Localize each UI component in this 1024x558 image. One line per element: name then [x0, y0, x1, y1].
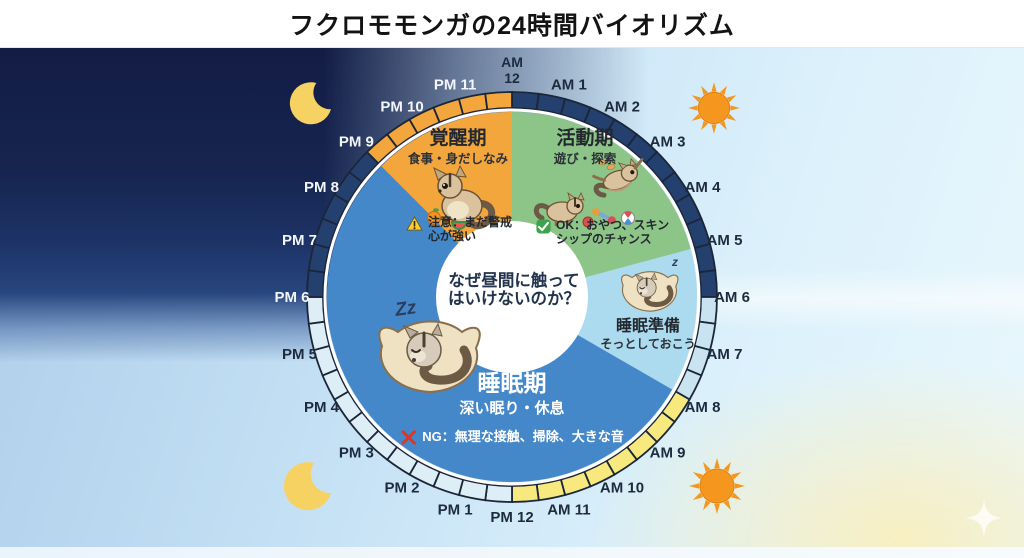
zzz-large: Zz [393, 297, 418, 321]
segment-sleep-label-block: 睡眠期 深い眠り・休息 [459, 370, 564, 418]
rattle-toy-icon [592, 207, 616, 225]
ring-cell [306, 269, 326, 298]
segment-active-subtitle: 遊び・探索 [553, 151, 617, 166]
hour-label-am-12: 12 [504, 70, 520, 86]
hour-label-am-7: AM 7 [707, 346, 743, 363]
check-icon [536, 219, 551, 234]
glider-curled-small-illustration: z [622, 255, 678, 311]
sky-decorations [283, 82, 1003, 537]
hour-label-pm-3: PM 3 [339, 445, 374, 462]
page-title: フクロモモンガの24時間バイオリズム [289, 11, 735, 40]
segment-sleep-prep-label-block: 睡眠準備 そっとしておこう [600, 318, 695, 352]
orange-fruit-icon [427, 211, 441, 225]
hour-label-pm-5: PM 5 [282, 346, 317, 363]
beach-ball-icon [621, 211, 635, 225]
sleep-ng-note: NG：無理な接触、掃除、大きな音 [400, 428, 624, 446]
active-note-line2: シップのチャンス [556, 232, 652, 247]
hour-label-pm-6: PM 6 [274, 289, 309, 306]
crescent-moon-icon [283, 462, 331, 511]
hour-label-pm-12: PM 12 [490, 509, 533, 526]
hour-label-am-12: AM [501, 54, 523, 70]
crescent-moon-icon [289, 82, 331, 125]
ring-inner-gap [323, 108, 701, 486]
horizon-glow [690, 268, 1024, 330]
segment-active-title: 活動期 [556, 128, 614, 149]
gliders-playing-illustration [533, 157, 644, 228]
segment-sleep-prep-subtitle: そっとしておこう [600, 337, 696, 352]
hour-label-pm-11: PM 11 [434, 77, 477, 94]
segment-sleep-subtitle: 深い眠り・休息 [459, 400, 565, 418]
hour-label-am-6: AM 6 [714, 289, 750, 306]
hour-label-am-4: AM 4 [685, 179, 721, 196]
hour-label-am-3: AM 3 [650, 133, 686, 150]
treats-icon [597, 158, 616, 171]
cross-icon [401, 430, 416, 445]
glider-eating-illustration [427, 164, 496, 230]
hour-label-am-1: AM 1 [551, 77, 587, 94]
center-question-line2: はいけないのか？ [448, 290, 580, 309]
glider-curled-large-illustration: Zz [379, 297, 479, 392]
zzz-small: z [671, 255, 678, 269]
ring-cell [511, 483, 540, 503]
hour-label-am-8: AM 8 [685, 399, 721, 416]
segment-sleep-prep-title: 睡眠準備 [615, 318, 680, 335]
bottom-strip [0, 547, 1024, 558]
hour-label-pm-2: PM 2 [384, 480, 419, 497]
active-note-line1: OK：おやつ、スキン [556, 218, 670, 232]
hour-label-pm-7: PM 7 [282, 232, 317, 249]
ring-cell [511, 91, 540, 111]
segment-wake-title: 覚醒期 [429, 128, 487, 149]
hour-label-am-10: AM 10 [600, 480, 644, 497]
segment-active-label-block: 活動期 遊び・探索 [554, 128, 617, 166]
center-question-line1: なぜ昼間に触って [448, 272, 580, 290]
hour-label-am-9: AM 9 [650, 445, 686, 462]
wake-note-line2: 心が強い [428, 229, 477, 244]
ring-cell [484, 483, 513, 503]
hour-label-pm-4: PM 4 [304, 399, 340, 416]
hour-label-pm-9: PM 9 [339, 133, 374, 150]
hour-label-pm-10: PM 10 [380, 99, 423, 116]
hour-label-am-11: AM 11 [547, 502, 590, 519]
hour-label-pm-8: PM 8 [304, 179, 339, 196]
segment-wake-subtitle: 食事・身だしなみ [407, 151, 509, 166]
sun-icon [688, 82, 740, 134]
sun-icon [689, 458, 745, 514]
warning-icon [406, 216, 423, 231]
center-question: なぜ昼間に触って はいけないのか？ [448, 272, 580, 309]
hour-label-pm-1: PM 1 [438, 502, 473, 519]
title-bar: フクロモモンガの24時間バイオリズム [0, 0, 1024, 48]
hour-label-am-2: AM 2 [604, 99, 640, 116]
segment-wake-label-block: 覚醒期 食事・身だしなみ [408, 128, 508, 166]
red-ball-icon [582, 216, 594, 228]
hour-label-am-5: AM 5 [707, 232, 743, 249]
ring-cell [306, 296, 326, 325]
wake-warning-note: 注意：まだ警戒 心が強い [406, 215, 512, 243]
active-ok-note: OK：おやつ、スキン シップのチャンス [536, 218, 669, 246]
segment-sleep-title: 睡眠期 [477, 370, 547, 396]
sleep-note-line1: NG：無理な接触、掃除、大きな音 [422, 429, 624, 445]
ring-cell [484, 91, 513, 111]
wake-note-line1: 注意：まだ警戒 [428, 215, 513, 229]
sparkle-icon [965, 499, 1003, 537]
watermelon-icon [450, 221, 468, 230]
